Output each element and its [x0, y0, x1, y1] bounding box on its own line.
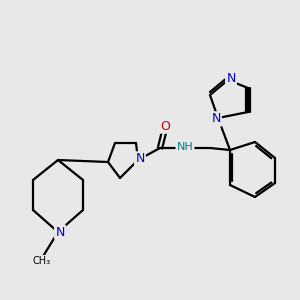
Text: O: O: [160, 119, 170, 133]
Text: CH₃: CH₃: [33, 256, 51, 266]
Text: N: N: [55, 226, 65, 238]
Text: N: N: [211, 112, 221, 125]
Text: NH: NH: [177, 142, 194, 152]
Text: N: N: [226, 73, 236, 85]
Text: N: N: [135, 152, 145, 166]
